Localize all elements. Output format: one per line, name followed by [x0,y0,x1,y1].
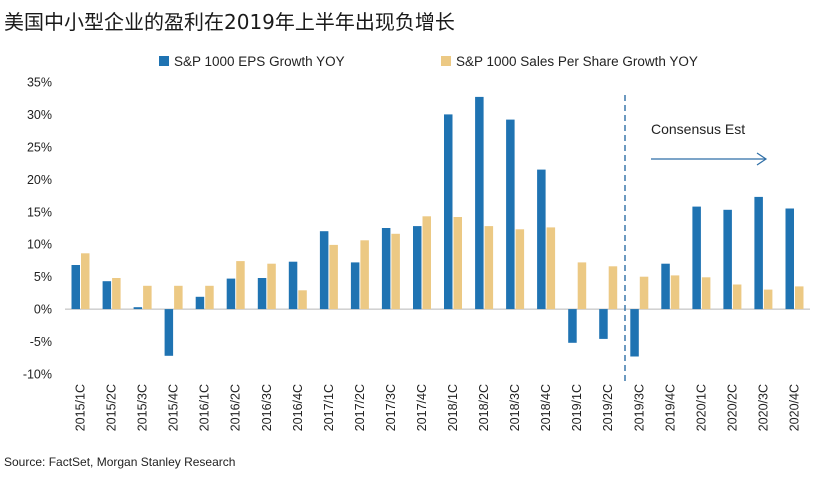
x-tick-label: 2020/1C [694,384,708,431]
sales-bar [608,266,618,310]
consensus-arrow-head [756,152,768,166]
sales-bar [639,276,649,310]
eps-bar [444,114,453,310]
sales-bar [515,229,525,310]
sales-bar [391,233,400,310]
x-tick-label: 2019/4C [663,384,677,431]
sales-bar [236,261,245,310]
x-tick-label: 2015/4C [167,384,181,431]
x-tick-label: 2018/2C [477,384,491,431]
y-tick-label: 0% [34,303,52,317]
sales-bar [174,285,183,310]
eps-bar [568,309,577,343]
x-tick-label: 2016/1C [198,384,212,431]
consensus-est-label: Consensus Est [651,121,745,137]
y-tick-label: -5% [30,335,52,349]
sales-bar [453,217,462,310]
y-tick-label: -10% [23,368,52,382]
x-tick-label: 2017/2C [353,384,367,431]
x-tick-label: 2016/4C [291,384,305,431]
sales-bar [143,285,152,310]
x-tick-label: 2020/4C [787,384,801,431]
consensus-annotation: Consensus Est [624,95,768,382]
y-tick-label: 15% [27,205,52,219]
eps-bar [506,119,515,310]
source-note: Source: FactSet, Morgan Stanley Research [4,455,236,469]
eps-bar [599,309,608,339]
eps-bar [195,296,205,310]
sales-bar [81,253,90,310]
eps-bar [785,208,794,310]
eps-bar [630,309,639,357]
eps-bar [381,228,391,310]
y-tick-label: 5% [34,270,52,284]
x-tick-label: 2016/2C [229,384,243,431]
sales-bar [112,278,121,310]
eps-bar [754,196,763,310]
x-tick-label: 2018/1C [446,384,460,431]
bars [71,96,804,357]
sales-bar [484,226,494,310]
sales-bar [360,240,369,310]
x-tick-label: 2019/1C [570,384,584,431]
sales-bar [577,262,587,310]
legend-label-sales: S&P 1000 Sales Per Share Growth YOY [456,54,698,69]
sales-bar [670,275,680,310]
x-tick-label: 2017/1C [322,384,336,431]
legend-swatch-eps [159,56,169,66]
sales-bar [298,290,307,310]
legend-swatch-sales [441,56,451,66]
chart-legend: S&P 1000 EPS Growth YOY S&P 1000 Sales P… [159,54,698,69]
sales-bar [205,285,214,310]
y-tick-label: 30% [27,108,52,122]
eps-bar [319,231,329,310]
x-tick-label: 2017/4C [415,384,429,431]
eps-bar [226,278,236,310]
y-tick-label: 10% [27,238,52,252]
x-tick-label: 2020/3C [756,384,770,431]
x-tick-label: 2016/3C [260,384,274,431]
eps-bar [537,169,546,310]
sales-bar [329,244,338,310]
eps-bar [71,265,80,310]
x-tick-label: 2019/3C [632,384,646,431]
eps-bar [475,96,484,310]
x-tick-label: 2018/4C [539,384,553,431]
x-tick-label: 2015/1C [74,384,88,431]
eps-bar [350,262,360,310]
x-tick-label: 2015/3C [136,384,150,431]
y-axis: -10% -5% 0% 5% 10% 15% 20% 25% 30% 35% [23,76,810,382]
x-tick-label: 2019/2C [601,384,615,431]
eps-bar [288,261,298,310]
y-tick-label: 25% [27,140,52,154]
chart-title: 美国中小型企业的盈利在2019年上半年出现负增长 [4,10,455,34]
sales-bar [795,286,804,310]
eps-bar [257,278,267,310]
y-tick-label: 35% [27,76,52,90]
sales-bar [763,289,773,310]
x-axis: 2015/1C 2015/2C 2015/3C 2015/4C 2016/1C 2016/… [74,384,802,431]
sales-bar [701,277,711,310]
sales-bar [732,284,742,310]
eps-bar [661,263,670,310]
eps-bar [164,309,174,356]
eps-bar [723,209,732,310]
sales-bar [422,216,431,310]
eps-bar [102,281,112,310]
legend-label-eps: S&P 1000 EPS Growth YOY [174,54,345,69]
x-tick-label: 2018/3C [508,384,522,431]
x-tick-label: 2015/2C [105,384,119,431]
x-tick-label: 2020/2C [725,384,739,431]
sales-bar [267,263,276,310]
eps-bar [692,206,701,310]
sales-bar [546,227,556,310]
eps-bar [413,226,422,310]
y-tick-label: 20% [27,173,52,187]
eps-bar [133,307,143,310]
x-tick-label: 2017/3C [384,384,398,431]
